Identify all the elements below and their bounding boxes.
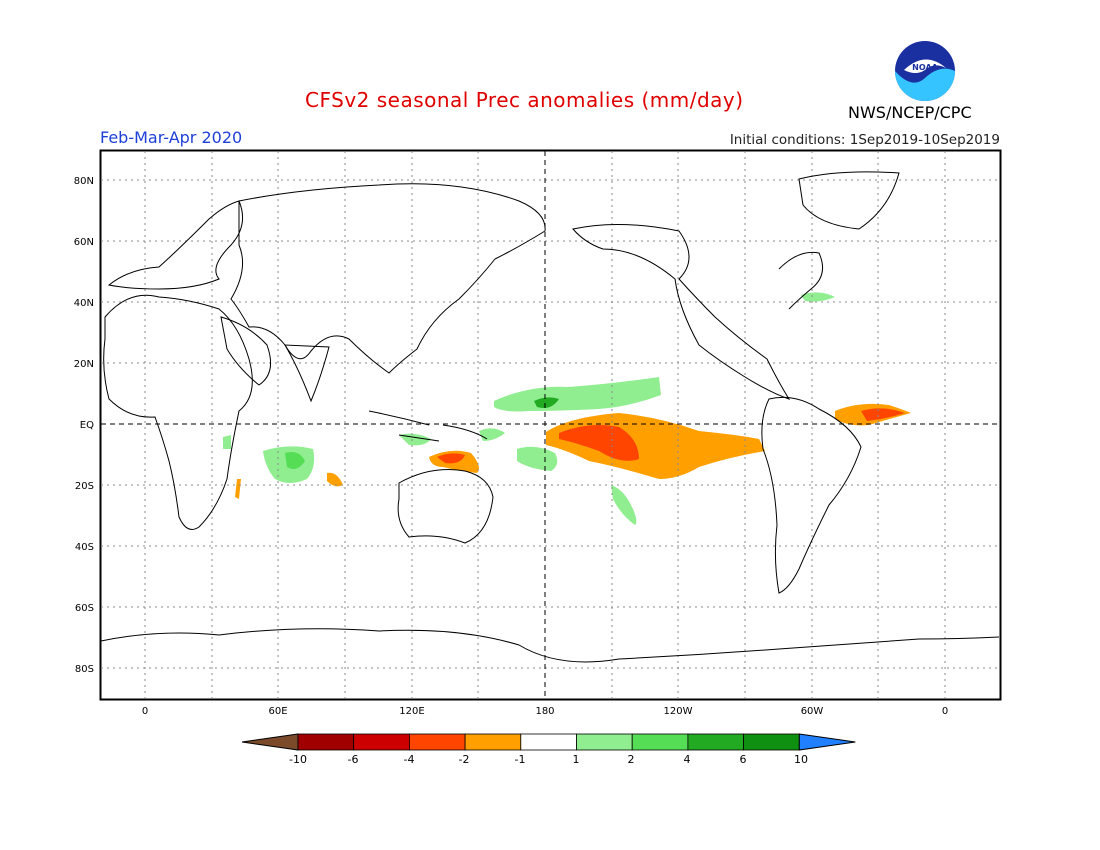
agency-label: NWS/NCEP/CPC <box>848 103 972 122</box>
colorbar: -10 -6 -4 -2 -1 1 2 4 6 10 <box>241 733 856 766</box>
coast-europe <box>107 200 244 290</box>
colorbar-label: 1 <box>573 753 580 766</box>
colorbar-label: -10 <box>289 753 307 766</box>
y-tick-label: EQ <box>80 420 94 431</box>
y-axis: 80N 60N 40N 20N EQ 20S 40S 60S 80S <box>74 176 94 675</box>
initial-conditions-label: Initial conditions: 1Sep2019-10Sep2019 <box>729 132 1000 148</box>
wet-anomaly-indian-ocean-core <box>285 452 305 469</box>
coast-antarctica <box>100 628 1000 663</box>
colorbar-label: 4 <box>684 753 691 766</box>
coastlines <box>100 171 1000 663</box>
dry-anomaly-atlantic-core <box>861 408 905 421</box>
x-tick-label: 0 <box>942 706 948 717</box>
y-tick-label: 80S <box>75 664 94 675</box>
y-tick-label: 20S <box>75 481 94 492</box>
y-tick-label: 60S <box>75 603 94 614</box>
coast-africa <box>103 294 253 530</box>
colorbar-label: -4 <box>404 753 415 766</box>
x-tick-label: 60W <box>801 706 824 717</box>
grid-lines <box>101 151 999 698</box>
x-tick-label: 120E <box>399 706 424 717</box>
colorbar-swatch <box>576 733 633 751</box>
colorbar-label: 6 <box>740 753 747 766</box>
season-label: Feb-Mar-Apr 2020 <box>100 128 243 147</box>
y-tick-label: 80N <box>74 176 94 187</box>
noaa-logo-icon: NOAA <box>895 41 955 101</box>
x-axis: 0 60E 120E 180 120W 60W 0 <box>142 706 948 717</box>
svg-text:NOAA: NOAA <box>912 63 938 72</box>
dry-anomaly-australia-core <box>437 453 465 464</box>
wet-anomaly-north-atlantic <box>801 292 835 302</box>
wet-anomaly-spcz <box>611 485 637 525</box>
colorbar-labels: -10 -6 -4 -2 -1 1 2 4 6 10 <box>289 753 808 766</box>
wet-anomaly-africa <box>223 435 231 449</box>
reference-lines <box>101 151 999 698</box>
colorbar-label: 10 <box>794 753 808 766</box>
anomaly-field <box>223 292 911 525</box>
dry-anomaly-core <box>559 425 639 461</box>
coast-arabia-india <box>220 316 330 403</box>
y-tick-label: 60N <box>74 237 94 248</box>
y-tick-label: 20N <box>74 359 94 370</box>
dry-anomaly-indian <box>327 472 343 487</box>
colorbar-swatch <box>520 733 577 751</box>
colorbar-swatch <box>241 733 299 751</box>
precip-anomaly-map <box>99 149 1002 701</box>
colorbar-swatch <box>464 733 522 751</box>
coast-north-america <box>572 223 824 400</box>
dry-anomaly-madagascar <box>235 479 241 499</box>
colorbar-swatch <box>631 733 689 751</box>
wet-anomaly-north-pacific-core <box>534 397 559 408</box>
colorbar-label: -1 <box>515 753 526 766</box>
colorbar-swatch <box>408 733 466 751</box>
map-frame <box>99 149 1002 701</box>
y-tick-label: 40N <box>74 298 94 309</box>
colorbar-swatch <box>743 733 800 751</box>
colorbar-label: 2 <box>628 753 635 766</box>
x-tick-label: 0 <box>142 706 148 717</box>
x-tick-label: 120W <box>664 706 693 717</box>
colorbar-swatch <box>687 733 744 751</box>
colorbar-label: -2 <box>459 753 470 766</box>
coast-australia <box>397 469 494 544</box>
coast-indonesia <box>368 410 488 442</box>
y-tick-label: 40S <box>75 542 94 553</box>
coast-south-america <box>761 396 862 594</box>
map-title: CFSv2 seasonal Prec anomalies (mm/day) <box>305 88 744 112</box>
colorbar-label: -6 <box>348 753 359 766</box>
x-tick-label: 180 <box>535 706 554 717</box>
wet-anomaly-south-pacific <box>517 446 558 471</box>
x-tick-label: 60E <box>268 706 287 717</box>
colorbar-swatch <box>297 733 355 751</box>
coast-greenland <box>798 171 900 230</box>
colorbar-swatches <box>241 733 856 751</box>
colorbar-swatch <box>353 733 410 751</box>
colorbar-swatch <box>798 733 856 751</box>
coast-eurasia <box>230 183 546 374</box>
